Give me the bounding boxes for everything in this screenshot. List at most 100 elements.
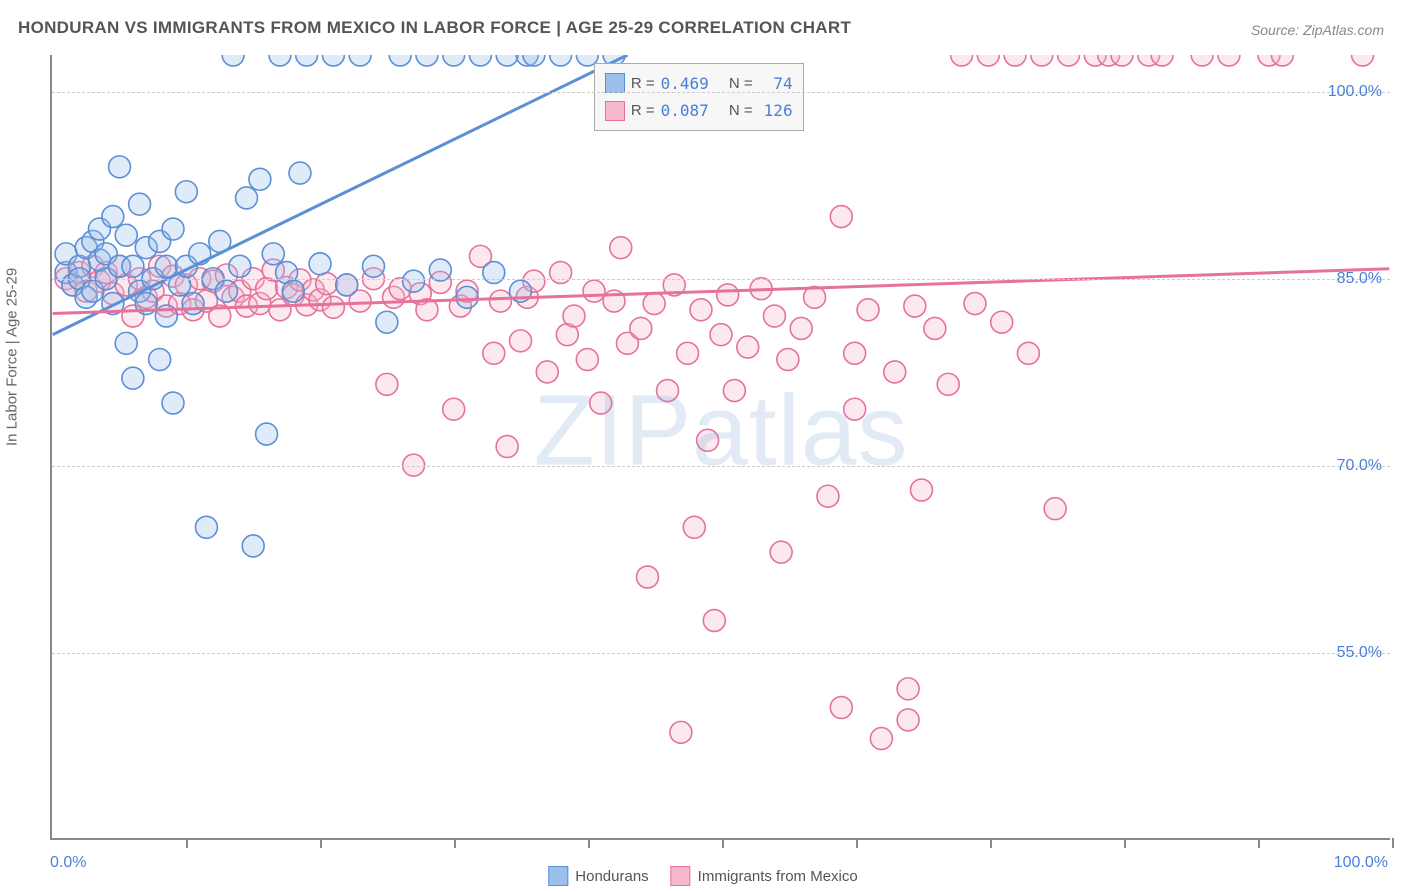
scatter-point xyxy=(376,311,398,333)
scatter-point xyxy=(129,280,151,302)
scatter-point xyxy=(169,274,191,296)
x-tick xyxy=(856,838,858,848)
scatter-point xyxy=(102,206,124,228)
stats-legend-row: R = 0.087 N = 126 xyxy=(605,97,793,124)
scatter-point xyxy=(302,279,324,301)
y-tick-label: 85.0% xyxy=(1337,270,1382,288)
scatter-point xyxy=(590,392,612,414)
scatter-point xyxy=(763,305,785,327)
scatter-point xyxy=(496,436,518,458)
scatter-point xyxy=(309,289,331,311)
x-tick xyxy=(588,838,590,848)
scatter-point xyxy=(129,193,151,215)
scatter-point xyxy=(155,295,177,317)
scatter-point xyxy=(576,349,598,371)
legend-swatch-mexico xyxy=(671,866,691,886)
scatter-point xyxy=(89,218,111,240)
x-tick xyxy=(320,838,322,848)
scatter-point xyxy=(309,253,331,275)
scatter-point xyxy=(135,286,157,308)
y-tick-label: 55.0% xyxy=(1337,644,1382,662)
scatter-point xyxy=(777,349,799,371)
scatter-point xyxy=(1258,55,1280,66)
plot-area: ZIPatlas R = 0.469 N = 74 R = 0.087 N = … xyxy=(50,55,1390,840)
scatter-point xyxy=(109,255,131,277)
scatter-point xyxy=(670,721,692,743)
scatter-point xyxy=(82,255,104,277)
scatter-point xyxy=(690,299,712,321)
scatter-point xyxy=(483,342,505,364)
scatter-point xyxy=(583,280,605,302)
scatter-point xyxy=(249,168,271,190)
scatter-point xyxy=(964,293,986,315)
n-value-mexico: 126 xyxy=(759,97,793,124)
x-tick xyxy=(1258,838,1260,848)
scatter-point xyxy=(102,283,124,305)
scatter-point xyxy=(857,299,879,321)
scatter-point xyxy=(282,280,304,302)
legend-swatch-hondurans xyxy=(548,866,568,886)
scatter-point xyxy=(563,305,585,327)
scatter-point xyxy=(951,55,973,66)
scatter-point xyxy=(456,286,478,308)
scatter-point xyxy=(122,305,144,327)
scatter-point xyxy=(710,324,732,346)
scatter-point xyxy=(162,392,184,414)
scatter-point xyxy=(175,274,197,296)
scatter-point xyxy=(830,697,852,719)
scatter-point xyxy=(804,286,826,308)
scatter-point xyxy=(349,55,371,66)
scatter-point xyxy=(1031,55,1053,66)
scatter-point xyxy=(115,224,137,246)
scatter-point xyxy=(95,243,117,265)
scatter-point xyxy=(1017,342,1039,364)
scatter-point xyxy=(289,162,311,184)
scatter-point xyxy=(443,398,465,420)
scatter-point xyxy=(510,330,532,352)
r-value-mexico: 0.087 xyxy=(661,97,709,124)
legend-swatch-hondurans xyxy=(605,73,625,93)
scatter-point xyxy=(149,349,171,371)
scatter-point xyxy=(249,293,271,315)
scatter-point xyxy=(456,280,478,302)
scatter-point xyxy=(75,280,97,302)
scatter-point xyxy=(262,243,284,265)
scatter-point xyxy=(322,296,344,318)
y-axis-label: In Labor Force | Age 25-29 xyxy=(4,268,21,446)
scatter-point xyxy=(135,237,157,259)
scatter-point xyxy=(1218,55,1240,66)
scatter-point xyxy=(770,541,792,563)
scatter-point xyxy=(155,255,177,277)
scatter-point xyxy=(717,284,739,306)
scatter-point xyxy=(222,55,244,66)
gridline xyxy=(52,653,1390,654)
scatter-point xyxy=(403,454,425,476)
scatter-point xyxy=(904,295,926,317)
scatter-point xyxy=(429,259,451,281)
scatter-point xyxy=(510,280,532,302)
scatter-point xyxy=(242,535,264,557)
scatter-point xyxy=(550,55,572,66)
scatter-point xyxy=(222,286,244,308)
scatter-point xyxy=(175,255,197,277)
x-tick xyxy=(1124,838,1126,848)
scatter-point xyxy=(322,55,344,66)
scatter-point xyxy=(657,380,679,402)
scatter-point xyxy=(236,295,258,317)
scatter-point xyxy=(416,55,438,66)
scatter-point xyxy=(109,156,131,178)
scatter-point xyxy=(830,206,852,228)
scatter-point xyxy=(409,283,431,305)
scatter-point xyxy=(817,485,839,507)
scatter-point xyxy=(75,237,97,259)
scatter-point xyxy=(82,280,104,302)
scatter-point xyxy=(175,181,197,203)
scatter-point xyxy=(556,324,578,346)
scatter-point xyxy=(122,255,144,277)
scatter-point xyxy=(643,293,665,315)
x-tick xyxy=(722,838,724,848)
source-attribution: Source: ZipAtlas.com xyxy=(1251,22,1384,38)
scatter-point xyxy=(336,274,358,296)
scatter-point xyxy=(449,295,471,317)
scatter-point xyxy=(209,230,231,252)
